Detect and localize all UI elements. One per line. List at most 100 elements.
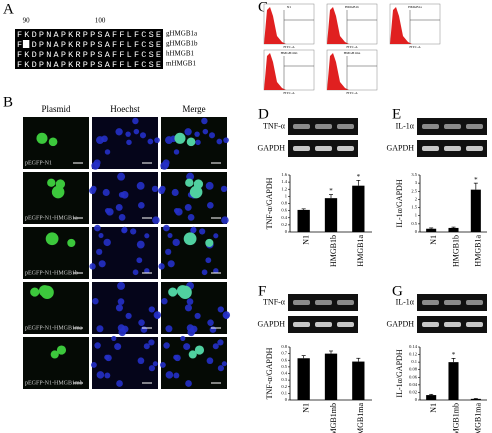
- nucleus: [165, 325, 173, 333]
- nucleus: [165, 371, 174, 379]
- nucleus: [194, 312, 201, 320]
- nucleus: [202, 128, 209, 135]
- nucleus: [94, 162, 101, 169]
- gfp-cell: [38, 285, 51, 297]
- nucleus: [125, 131, 131, 137]
- bar: [426, 228, 437, 232]
- nucleus: [212, 343, 219, 350]
- nucleus: [194, 131, 200, 137]
- nucleus: [199, 228, 206, 235]
- row-label: pEGFP-N1-HMGB1a: [25, 215, 78, 221]
- nucleus: [159, 361, 166, 368]
- gel-band: [444, 300, 461, 305]
- y-tick-label: 0.1: [411, 359, 417, 364]
- bar: [426, 395, 437, 400]
- gfp-cell: [174, 132, 186, 144]
- nucleus: [186, 324, 194, 332]
- nucleus: [158, 187, 165, 195]
- gel-band: [315, 146, 332, 151]
- gfp-cell: [183, 232, 197, 246]
- y-tick-label: 0: [285, 397, 288, 402]
- flow-title: N1: [287, 5, 292, 9]
- bar: [448, 362, 459, 400]
- nucleus: [126, 139, 132, 146]
- gfp-cell: [36, 132, 48, 144]
- gfp-cell: [188, 350, 197, 359]
- nucleus: [89, 263, 96, 270]
- gel-band: [337, 124, 354, 129]
- y-tick-label: 2: [415, 196, 417, 201]
- nucleus: [114, 343, 122, 351]
- gel-label: IL-1α: [396, 121, 415, 130]
- nucleus: [171, 188, 179, 196]
- y-tick-label: 0.1: [281, 390, 287, 395]
- row-label: pEGFP-N1-HMGB1b: [25, 270, 78, 276]
- nucleus: [161, 297, 168, 305]
- nucleus: [115, 203, 123, 211]
- nucleus: [116, 380, 123, 387]
- nucleus: [172, 238, 180, 247]
- sequence-name: mHMGB1: [166, 60, 196, 68]
- flow-x-label: FITC-A: [283, 91, 295, 95]
- micrograph: [92, 117, 158, 169]
- nucleus: [190, 227, 197, 234]
- y-tick-label: 0.8: [281, 344, 287, 349]
- nucleus: [96, 248, 103, 255]
- mismatch-box: [21, 39, 31, 49]
- sequence-name: gHMGB1a: [166, 30, 198, 38]
- y-tick-label: 0.14: [409, 344, 418, 349]
- flow-histogram: [264, 7, 286, 44]
- y-tick-label: 0: [285, 229, 288, 234]
- nucleus: [96, 371, 105, 379]
- y-tick-label: 2.5: [411, 188, 417, 193]
- gel-band: [315, 124, 332, 129]
- y-tick-label: 1.5: [411, 205, 417, 210]
- nucleus: [130, 228, 137, 235]
- gel-band: [422, 146, 439, 151]
- nucleus: [96, 325, 104, 333]
- gel-band: [293, 146, 310, 151]
- y-tick-label: 1.6: [281, 172, 287, 177]
- y-tick-label: 0.7: [281, 351, 287, 356]
- column-header: Merge: [182, 104, 205, 114]
- micrograph: [23, 337, 89, 389]
- y-tick-label: 0.2: [281, 384, 287, 389]
- significance-mark: *: [474, 176, 478, 184]
- gel-band: [466, 146, 483, 151]
- flow-histogram: [327, 7, 349, 44]
- gel-band: [337, 322, 354, 327]
- gel-band: [444, 146, 461, 151]
- nucleus: [137, 201, 145, 209]
- y-tick-label: 1: [415, 213, 417, 218]
- nucleus: [148, 365, 156, 372]
- column-header: Hoechst: [110, 104, 140, 114]
- gel-label: TNF-α: [263, 297, 286, 306]
- y-tick-label: 0.2: [281, 222, 287, 227]
- nucleus: [187, 213, 195, 221]
- nucleus: [101, 135, 108, 143]
- nucleus: [221, 216, 229, 224]
- x-tick-label: HMGB1mb: [329, 403, 338, 433]
- nucleus: [163, 224, 170, 232]
- panel-label: D: [258, 106, 269, 122]
- gfp-cell: [45, 232, 59, 246]
- nucleus: [147, 138, 154, 145]
- nucleus: [118, 191, 125, 198]
- sequence-background: [15, 59, 163, 69]
- y-tick-label: 0.02: [409, 389, 417, 394]
- y-tick-label: 0.6: [281, 357, 287, 362]
- nucleus: [206, 201, 214, 209]
- nucleus: [92, 297, 99, 305]
- nucleus: [115, 304, 123, 312]
- gel-label: GAPDH: [257, 143, 285, 152]
- nucleus: [217, 306, 224, 313]
- x-tick-label: N1: [301, 235, 310, 245]
- gfp-cell: [189, 185, 203, 199]
- gfp-cell: [51, 185, 65, 199]
- nucleus: [90, 361, 97, 368]
- significance-mark: *: [452, 351, 456, 359]
- nucleus: [163, 162, 170, 169]
- bar: [297, 209, 310, 232]
- nucleus: [152, 216, 160, 224]
